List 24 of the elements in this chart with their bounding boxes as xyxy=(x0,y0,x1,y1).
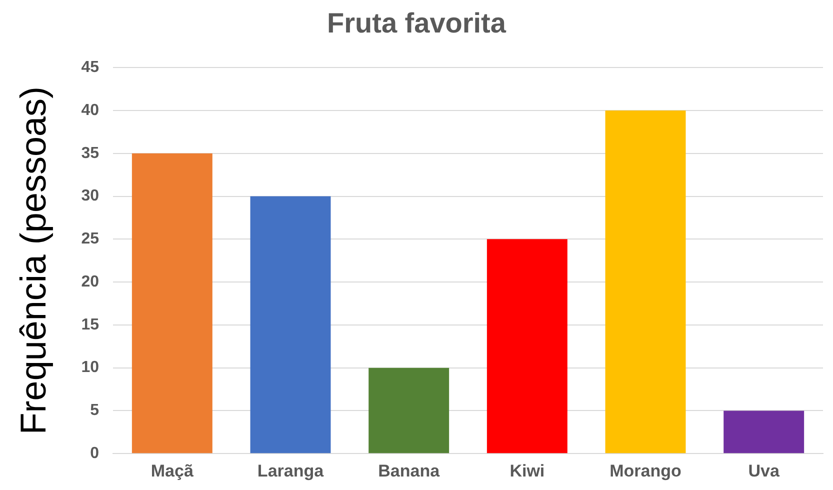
x-tick-label: Banana xyxy=(378,461,440,480)
y-axis-title: Frequência (pessoas) xyxy=(12,86,54,435)
y-tick-label: 25 xyxy=(81,230,100,248)
x-tick-label: Laranga xyxy=(257,461,324,480)
y-tick-label: 5 xyxy=(90,402,100,420)
bar xyxy=(724,410,804,454)
bar xyxy=(368,368,450,454)
y-tick-label: 40 xyxy=(81,102,100,119)
y-tick-label: 20 xyxy=(81,273,100,290)
bar xyxy=(486,239,568,454)
x-tick-label: Maçã xyxy=(150,461,194,480)
y-tick-label: 10 xyxy=(81,359,100,376)
y-tick-label: 0 xyxy=(90,445,100,462)
bar xyxy=(605,110,686,454)
x-tick-label: Uva xyxy=(748,461,780,480)
y-tick-label: 45 xyxy=(81,59,100,76)
x-tick-label: Kiwi xyxy=(510,461,545,480)
x-tick-label: Morango xyxy=(610,461,682,480)
y-tick-label: 30 xyxy=(81,188,100,205)
y-tick-label: 15 xyxy=(81,316,100,334)
bar xyxy=(132,153,212,454)
bar xyxy=(250,196,331,454)
chart-title: Fruta favorita xyxy=(327,8,506,39)
y-tick-label: 35 xyxy=(81,144,100,162)
